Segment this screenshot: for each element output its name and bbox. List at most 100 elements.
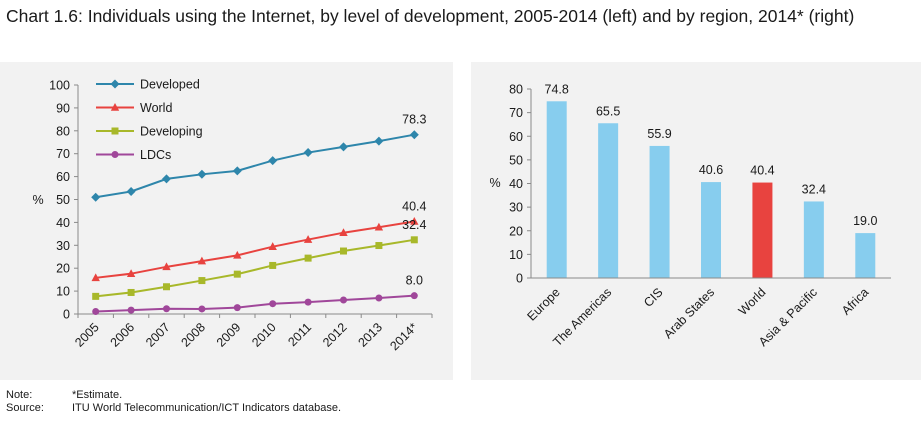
data-point-developed (303, 148, 313, 158)
data-point-ldcs (340, 296, 347, 304)
data-point-world (303, 235, 313, 243)
data-point-developing (269, 261, 277, 269)
x-tick-label: 2006 (108, 320, 138, 350)
y-tick-label: 30 (56, 239, 70, 253)
y-tick-label: 80 (56, 124, 70, 138)
y-tick-label: 70 (509, 106, 523, 120)
data-point-developed (374, 136, 384, 146)
data-point-world (233, 250, 242, 259)
data-point-developed (339, 142, 348, 152)
source-label: Source: (6, 402, 44, 414)
x-tick-label: 2014* (387, 320, 420, 353)
bar-africa (855, 233, 876, 278)
x-tick-label: CIS (641, 285, 666, 310)
legend-marker-ldcs (111, 151, 119, 158)
x-tick-label: World (736, 285, 769, 318)
data-point-world (268, 242, 277, 250)
data-point-developing (163, 283, 170, 291)
bar-value-label: 40.6 (699, 163, 723, 177)
data-point-developed (232, 166, 242, 176)
data-point-ldcs (92, 307, 100, 315)
data-point-world (91, 273, 100, 282)
x-tick-label: 2008 (178, 320, 208, 350)
data-point-developing (92, 292, 100, 300)
bar-value-label: 74.8 (545, 82, 569, 96)
y-tick-label: 80 (509, 83, 523, 97)
note-label: Note: (6, 389, 33, 401)
y-tick-label: 10 (56, 285, 70, 299)
legend-label-ldcs: LDCs (140, 148, 171, 162)
data-point-ldcs (375, 294, 383, 302)
x-tick-label: 2010 (249, 320, 279, 350)
data-point-ldcs (269, 300, 277, 308)
y-tick-label: 60 (509, 130, 523, 144)
y-axis-title: % (32, 193, 43, 207)
y-tick-label: 0 (516, 272, 523, 286)
bar-arab-states (701, 182, 721, 278)
data-point-developing (233, 270, 241, 278)
x-tick-label: 2013 (355, 320, 385, 350)
bar-the-americas (598, 123, 619, 278)
data-point-developed (162, 174, 171, 184)
y-tick-label: 50 (56, 193, 70, 207)
y-tick-label: 50 (509, 153, 523, 167)
bar-cis (649, 145, 670, 278)
data-point-developing (127, 288, 135, 296)
end-label-ldcs: 8.0 (406, 274, 423, 288)
data-point-world (374, 222, 384, 231)
source-line: Source: ITU World Telecommunication/ICT I… (6, 402, 341, 415)
data-point-developed (91, 192, 101, 202)
line-chart-panel: 0 10 20 30 40 50 60 70 80 90 100% 2005 2006 2007 2008 2… (0, 62, 453, 380)
data-point-ldcs (233, 304, 241, 312)
bar-world (752, 182, 773, 278)
series-line-developed (95, 133, 415, 199)
data-point-ldcs (163, 305, 170, 313)
x-tick-label: 2005 (72, 320, 102, 350)
data-point-world (339, 228, 348, 237)
y-tick-label: 10 (509, 248, 523, 262)
bar-value-label: 32.4 (802, 182, 826, 196)
end-label-world: 40.4 (402, 199, 426, 213)
y-axis-title: % (489, 176, 500, 190)
data-point-world (197, 256, 207, 265)
data-point-developing (198, 277, 206, 285)
y-tick-label: 20 (509, 224, 523, 238)
bar-europe (546, 101, 567, 278)
data-point-world (410, 216, 419, 225)
note-line: Note: *Estimate. (6, 389, 122, 402)
y-tick-label: 30 (509, 201, 523, 215)
bar-chart-panel: 0 10 20 30 40 50 60 70 80% 74.8 Europe 65.5 The Amer… (471, 62, 921, 380)
bar-value-label: 65.5 (596, 104, 620, 118)
series-line-world (95, 220, 415, 279)
data-point-developed (126, 186, 136, 196)
series-line-developing (95, 238, 415, 298)
bar-value-label: 40.4 (750, 164, 774, 178)
y-tick-label: 0 (63, 308, 70, 322)
end-label-developing: 32.4 (402, 218, 426, 232)
bar-value-label: 19.0 (853, 214, 877, 228)
note-text: *Estimate. (72, 389, 123, 401)
data-point-developing (340, 247, 347, 255)
x-tick-label: 2011 (285, 320, 314, 349)
y-tick-label: 60 (56, 170, 70, 184)
bar-asia-pacific (803, 201, 824, 278)
y-tick-label: 90 (56, 101, 70, 115)
data-point-ldcs (410, 292, 418, 300)
data-point-ldcs (304, 298, 312, 306)
x-tick-label: Africa (839, 285, 872, 318)
chart-title: Chart 1.6: Individuals using the Interne… (6, 6, 855, 26)
data-point-world (162, 262, 171, 271)
legend-label-developed: Developed (140, 78, 200, 92)
y-tick-label: 40 (509, 177, 523, 191)
source-text: ITU World Telecommunication/ICT Indicato… (72, 402, 342, 414)
data-point-ldcs (127, 306, 135, 314)
data-point-world (126, 269, 136, 277)
legend-marker-developed (110, 79, 120, 89)
bar-value-label: 55.9 (647, 127, 671, 141)
data-point-ldcs (198, 305, 206, 313)
x-tick-label: 2012 (320, 320, 350, 350)
end-label-developed: 78.3 (402, 113, 426, 127)
legend-marker-developing (111, 127, 119, 135)
x-tick-label: 2007 (143, 320, 173, 350)
